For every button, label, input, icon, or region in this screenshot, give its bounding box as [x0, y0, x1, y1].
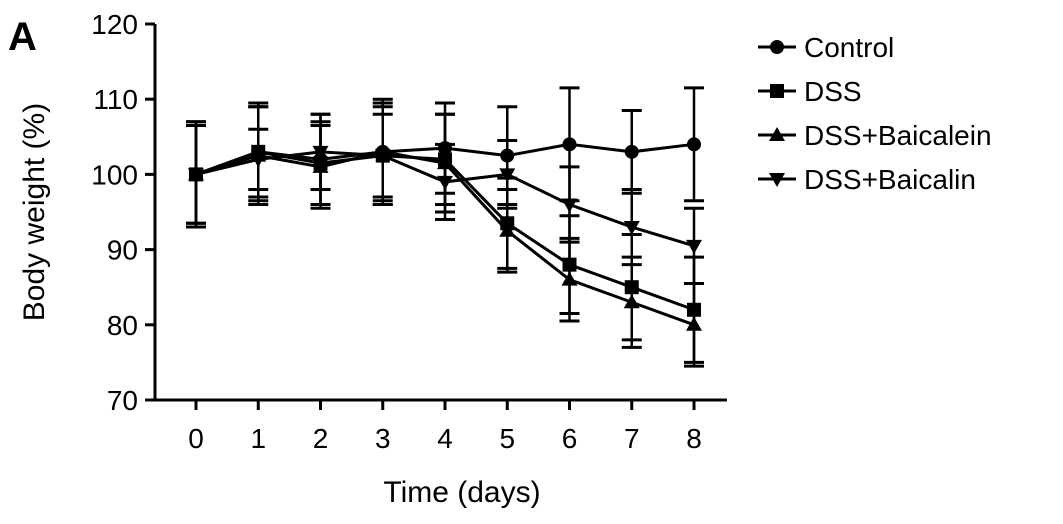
legend-label: DSS+Baicalin [804, 164, 976, 195]
data-point [312, 145, 329, 160]
legend-item: DSS+Baicalin [758, 164, 976, 195]
y-tick-label: 70 [107, 385, 138, 416]
y-axis-title: Body weight (%) [18, 103, 51, 321]
data-point [686, 239, 702, 254]
y-tick-label: 90 [107, 235, 138, 266]
axes: 70 80 90 100 110 120 0 1 2 3 4 5 6 7 8 [91, 9, 727, 454]
data-point [437, 175, 453, 190]
data-point [374, 149, 391, 164]
x-axis-title: Time (days) [383, 476, 540, 509]
x-tick-label: 0 [188, 423, 204, 454]
data-point [250, 153, 267, 168]
legend-marker [770, 40, 784, 54]
x-tick-label: 6 [562, 423, 578, 454]
legend: Control DSS DSS+Baicalein DSS+Baicalin [758, 32, 992, 195]
legend-label: DSS+Baicalein [804, 120, 992, 151]
data-point [561, 271, 578, 286]
legend-item: DSS+Baicalein [758, 120, 992, 151]
y-tick-label: 100 [91, 159, 138, 190]
y-tick-label: 110 [93, 84, 138, 115]
data-point [561, 198, 578, 213]
data-point [686, 316, 702, 331]
data-point [623, 221, 640, 236]
x-tick-label: 5 [499, 423, 515, 454]
legend-label: Control [804, 32, 894, 63]
data-point [499, 168, 516, 183]
x-tick-label: 2 [313, 423, 329, 454]
data-point [499, 222, 516, 237]
series-layer [186, 86, 704, 368]
x-tick-label: 1 [250, 423, 266, 454]
y-tick-label: 80 [107, 310, 138, 341]
x-tick-label: 8 [686, 423, 702, 454]
data-point [188, 168, 204, 183]
panel-label: A [8, 15, 37, 59]
legend-item: DSS [758, 76, 862, 107]
x-tick-label: 4 [437, 423, 453, 454]
data-point [623, 294, 640, 309]
y-tick-label: 120 [91, 9, 138, 40]
legend-marker [769, 127, 785, 141]
legend-item: Control [758, 32, 894, 63]
legend-label: DSS [804, 76, 862, 107]
legend-marker [770, 84, 784, 98]
series-dss-baicalin [186, 112, 704, 285]
x-tick-label: 7 [624, 423, 640, 454]
data-point [687, 137, 701, 152]
legend-marker [769, 173, 785, 187]
series-dss-baicalein [186, 97, 704, 368]
data-point [624, 144, 639, 159]
x-tick-label: 3 [375, 423, 391, 454]
data-point [562, 137, 577, 152]
